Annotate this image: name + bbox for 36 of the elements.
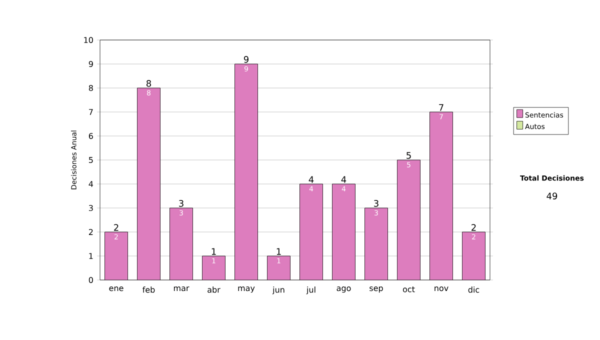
total-label: 3 bbox=[179, 200, 184, 207]
total-label: 9 bbox=[244, 56, 248, 63]
y-tick-label: 2 bbox=[88, 229, 93, 235]
x-tick-label: jul bbox=[306, 286, 316, 294]
y-tick-label: 6 bbox=[88, 132, 93, 140]
total-label: 3 bbox=[374, 200, 378, 207]
total-label: 2 bbox=[114, 224, 118, 231]
x-tick-label: mar bbox=[174, 286, 190, 292]
x-tick-label: feb bbox=[142, 286, 155, 293]
y-tick-label: 3 bbox=[89, 204, 93, 212]
x-tick-label: jun bbox=[272, 286, 284, 294]
x-tick-label: dic bbox=[468, 286, 480, 293]
total-label: 8 bbox=[146, 80, 152, 87]
x-tick-label: may bbox=[238, 286, 255, 293]
x-tick-label: ene bbox=[109, 286, 124, 292]
y-tick-label: 1 bbox=[89, 253, 93, 259]
total-label: 1 bbox=[276, 248, 281, 255]
total-label: 4 bbox=[341, 176, 346, 183]
y-tick-label: 4 bbox=[88, 181, 94, 187]
total-label: 7 bbox=[439, 104, 444, 111]
y-tick-label: 8 bbox=[88, 84, 93, 92]
x-tick-label: nov bbox=[434, 286, 448, 292]
total-label: 1 bbox=[212, 248, 216, 255]
x-tick-label: abr bbox=[208, 286, 220, 293]
total-label: 5 bbox=[406, 152, 411, 159]
y-tick-label: 0 bbox=[88, 276, 93, 284]
x-tick-label: ago bbox=[336, 286, 351, 293]
x-tick-label: oct bbox=[402, 286, 415, 292]
y-tick-label: 10 bbox=[84, 36, 93, 44]
total-label: 2 bbox=[472, 224, 476, 231]
y-tick-label: 9 bbox=[88, 60, 93, 68]
y-tick-label: 7 bbox=[89, 109, 93, 115]
x-tick-label: sep bbox=[370, 286, 383, 293]
y-tick-label: 5 bbox=[89, 157, 93, 163]
text: 49 bbox=[546, 192, 558, 200]
total-label: 4 bbox=[308, 176, 314, 183]
